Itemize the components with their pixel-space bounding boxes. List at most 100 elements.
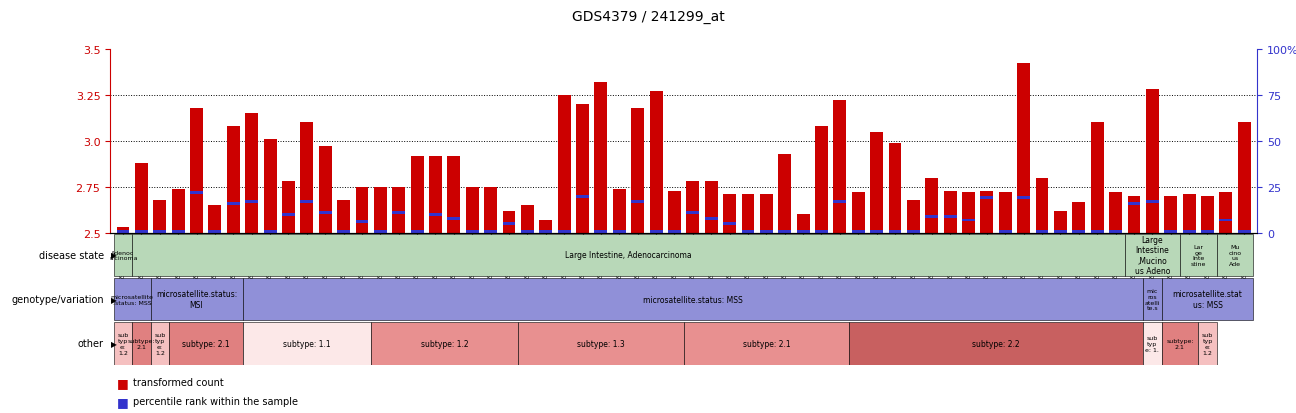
Bar [667, 230, 680, 233]
Bar [577, 105, 588, 233]
Text: ■: ■ [117, 376, 128, 389]
Text: Large Intestine, Adenocarcinoma: Large Intestine, Adenocarcinoma [565, 251, 692, 260]
Bar [849, 322, 1143, 365]
Bar [411, 230, 424, 233]
Bar [631, 108, 644, 233]
Bar [649, 230, 662, 233]
Text: Mu
cino
us
Ade: Mu cino us Ade [1229, 244, 1242, 266]
Bar [1183, 195, 1195, 233]
Bar [1143, 322, 1161, 365]
Bar [114, 322, 132, 365]
Bar [649, 92, 662, 233]
Bar [503, 223, 516, 225]
Bar [375, 230, 386, 233]
Bar [1161, 322, 1199, 365]
Bar [375, 188, 386, 233]
Bar [114, 234, 132, 277]
Bar [263, 230, 276, 233]
Bar [779, 154, 791, 233]
Bar [539, 230, 552, 233]
Text: microsatellite
.status: MSS: microsatellite .status: MSS [110, 294, 154, 305]
Bar [1109, 230, 1122, 233]
Bar [1072, 202, 1085, 233]
Bar [117, 230, 130, 233]
Bar [447, 217, 460, 220]
Bar [907, 200, 920, 233]
Text: ▶: ▶ [111, 339, 118, 348]
Text: subtype:
2.1: subtype: 2.1 [1166, 338, 1194, 349]
Bar [1017, 64, 1030, 233]
Text: mic
ros
atelli
te.s: mic ros atelli te.s [1144, 288, 1160, 311]
Bar [172, 189, 184, 233]
Bar [797, 230, 810, 233]
Bar [242, 278, 1143, 320]
Bar [925, 178, 938, 233]
Bar [319, 147, 332, 233]
Bar [870, 132, 883, 233]
Bar [337, 230, 350, 233]
Bar [135, 230, 148, 233]
Bar [168, 322, 242, 365]
Bar [301, 201, 314, 204]
Bar [1201, 230, 1214, 233]
Bar [465, 188, 478, 233]
Text: subtype: 2.2: subtype: 2.2 [972, 339, 1020, 348]
Bar [485, 188, 498, 233]
Bar [907, 230, 920, 233]
Bar [153, 230, 166, 233]
Bar [1161, 278, 1253, 320]
Bar [981, 197, 993, 200]
Text: ▶: ▶ [111, 251, 118, 260]
Bar [851, 230, 864, 233]
Text: subtype: 1.3: subtype: 1.3 [577, 339, 625, 348]
Text: sub
typ
e:
1.2: sub typ e: 1.2 [154, 332, 166, 355]
Bar [1199, 322, 1217, 365]
Text: transformed count: transformed count [133, 377, 224, 387]
Bar [1164, 197, 1177, 233]
Bar [1164, 230, 1177, 233]
Bar [833, 201, 846, 204]
Bar [1072, 230, 1085, 233]
Text: GDS4379 / 241299_at: GDS4379 / 241299_at [572, 10, 724, 24]
Text: Adenoc
arcinoma: Adenoc arcinoma [109, 250, 137, 261]
Bar [393, 188, 406, 233]
Bar [759, 195, 772, 233]
Text: genotype/variation: genotype/variation [12, 294, 104, 304]
Bar [557, 230, 570, 233]
Bar [1091, 123, 1104, 233]
Bar [1220, 193, 1232, 233]
Bar [132, 234, 1125, 277]
Bar [447, 156, 460, 233]
Bar [1054, 230, 1067, 233]
Bar [1146, 201, 1159, 204]
Text: sub
typ
e: 1.: sub typ e: 1. [1146, 335, 1160, 352]
Text: subtype:
2.1: subtype: 2.1 [128, 338, 156, 349]
Bar [999, 230, 1012, 233]
Bar [1143, 278, 1161, 320]
Bar [411, 156, 424, 233]
Bar [319, 211, 332, 215]
Bar [962, 193, 975, 233]
Bar [355, 221, 368, 224]
Bar [465, 230, 478, 233]
Bar [595, 230, 608, 233]
Text: percentile rank within the sample: percentile rank within the sample [133, 396, 298, 406]
Bar [1125, 234, 1179, 277]
Text: Large
Intestine
,Mucino
us Adeno: Large Intestine ,Mucino us Adeno [1135, 235, 1170, 275]
Bar [723, 223, 736, 225]
Bar [1146, 90, 1159, 233]
Bar [889, 230, 902, 233]
Bar [485, 230, 498, 233]
Bar [1220, 219, 1232, 222]
Bar [355, 188, 368, 233]
Bar [1201, 197, 1214, 233]
Text: microsatellite.stat
us: MSS: microsatellite.stat us: MSS [1173, 290, 1243, 309]
Bar [153, 200, 166, 233]
Bar [557, 95, 570, 233]
Bar [1109, 193, 1122, 233]
Text: subtype: 2.1: subtype: 2.1 [743, 339, 791, 348]
Bar [705, 182, 718, 233]
Bar [1017, 197, 1030, 200]
Bar [227, 202, 240, 205]
Text: microsatellite.status: MSS: microsatellite.status: MSS [643, 295, 743, 304]
